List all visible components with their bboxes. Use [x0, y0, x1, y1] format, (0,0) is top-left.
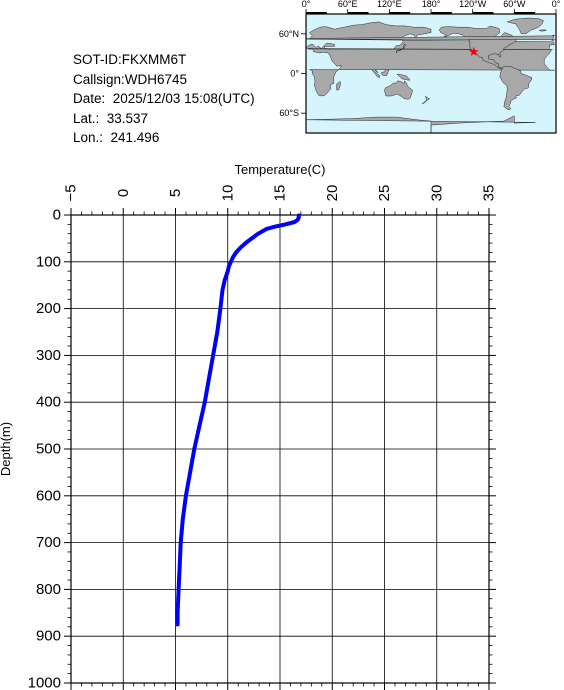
- map-labels: 0° 60°E 120°E 180° 120°W 60°W 0° 60°N 0° 60°S: [279, 0, 561, 118]
- y-tick-label: 500: [36, 441, 61, 458]
- land-shape: [381, 69, 389, 76]
- land-shape: [499, 65, 532, 111]
- land-shape: [421, 95, 431, 105]
- land-shape: [396, 43, 407, 54]
- x-tick-label: 20: [324, 185, 341, 202]
- lat-label: Lat.: 33.537: [73, 110, 149, 126]
- y-tick-label: 600: [36, 487, 61, 504]
- y-tick-label: 200: [36, 300, 61, 317]
- map-marker: ★: [468, 44, 480, 59]
- land-shape: [306, 115, 536, 133]
- y-tick-label: 800: [36, 581, 61, 598]
- map-lon-label: 180°: [422, 0, 441, 9]
- y-tick-label: 400: [36, 394, 61, 411]
- map-frame-segment: [389, 12, 411, 14]
- y-ticks: 0 100 200 300 400 500 600 700 800 900 1000: [28, 207, 496, 690]
- x-tick-label: 15: [272, 185, 289, 202]
- y-tick-label: 300: [36, 347, 61, 364]
- map-land: [306, 17, 556, 133]
- x-tick-label: 5: [167, 189, 184, 197]
- map-lat-label: 0°: [290, 69, 299, 79]
- map-frame-segment: [306, 12, 327, 14]
- map-lon-label: 120°E: [377, 0, 402, 9]
- sot-id-label: SOT-ID:FKXMM6T: [73, 52, 187, 67]
- map-lon-label: 60°E: [338, 0, 358, 9]
- x-axis-label: Temperature(C): [234, 162, 325, 177]
- x-tick-label: 0: [115, 189, 132, 197]
- y-tick-label: 900: [36, 628, 61, 645]
- temperature-profile-line: [175, 213, 301, 627]
- station-info: SOT-ID:FKXMM6T Callsign:WDH6745 Date: 20…: [73, 50, 255, 148]
- map-lon-label: 120°W: [459, 0, 487, 9]
- x-tick-label: 25: [376, 185, 393, 202]
- y-tick-label: 1000: [28, 675, 61, 690]
- x-tick-label: 35: [481, 185, 498, 202]
- callsign-label: Callsign:WDH6745: [73, 71, 188, 87]
- land-shape: [306, 35, 556, 41]
- y-tick-label: 0: [53, 207, 61, 224]
- map-lat-label: 60°N: [279, 29, 299, 39]
- x-tick-label: 10: [219, 185, 236, 202]
- land-shape: [538, 29, 547, 32]
- chart-grid: [70, 214, 490, 684]
- land-shape: [371, 70, 380, 78]
- lon-label: Lon.: 241.496: [73, 130, 160, 145]
- y-tick-label: 100: [36, 253, 61, 270]
- land-shape: [336, 81, 341, 91]
- map-frame-segment: [431, 12, 452, 14]
- x-tick-label: −5: [63, 184, 80, 201]
- map-lon-label: 0°: [302, 0, 311, 9]
- map-lon-label: 0°: [552, 0, 561, 9]
- map-lat-label: 60°S: [279, 108, 299, 118]
- y-tick-label: 700: [36, 534, 61, 551]
- world-map: 0° 60°E 120°E 180° 120°W 60°W 0° 60°N 0° 60°S ★: [279, 0, 561, 134]
- date-label: Date: 2025/12/03 15:08(UTC): [73, 91, 255, 106]
- x-tick-label: 30: [428, 185, 445, 202]
- land-shape: [384, 80, 413, 100]
- y-axis-label: Depth(m): [0, 422, 13, 476]
- map-frame-segment: [347, 12, 369, 14]
- land-shape: [506, 17, 544, 34]
- map-frame-segment: [472, 12, 494, 14]
- x-ticks: −5 0 5 10 15 20 25 30 35: [63, 184, 498, 690]
- map-frame-segment: [514, 12, 536, 14]
- map-lon-label: 60°W: [503, 0, 526, 9]
- land-shape: [396, 73, 411, 81]
